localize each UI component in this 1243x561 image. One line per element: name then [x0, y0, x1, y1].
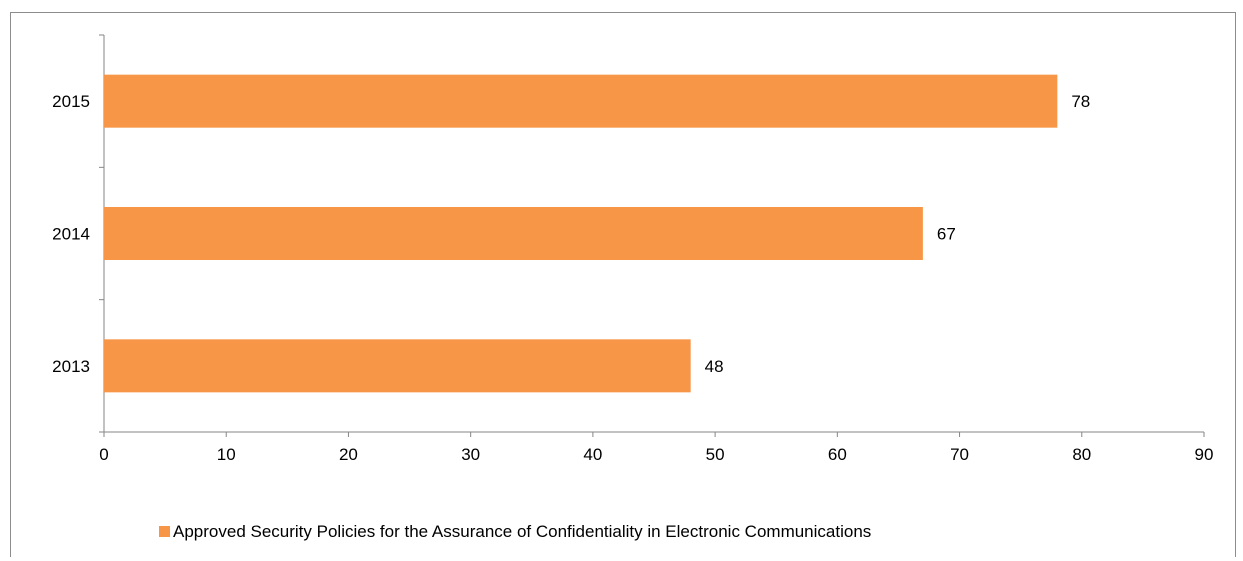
x-tick-label: 60: [828, 445, 847, 464]
y-tick-label: 2015: [52, 92, 90, 111]
legend: Approved Security Policies for the Assur…: [159, 522, 871, 541]
legend-series-label: Approved Security Policies for the Assur…: [173, 522, 871, 541]
bar-2013: [104, 339, 691, 393]
bar-2014: [104, 207, 923, 260]
x-tick-label: 20: [339, 445, 358, 464]
data-label-2014: 67: [937, 225, 956, 244]
y-tick-label: 2014: [52, 225, 90, 244]
bars: [104, 74, 1058, 393]
x-tick-label: 80: [1072, 445, 1091, 464]
x-tick-label: 70: [950, 445, 969, 464]
x-tick-label: 30: [461, 445, 480, 464]
bar-2015: [104, 74, 1058, 128]
labels: 0 10 20 30 40 50 60 70 80 90 2013 48 2014 67 2015 78: [52, 92, 1213, 464]
x-tick-label: 90: [1195, 445, 1214, 464]
x-tick-label: 0: [99, 445, 108, 464]
data-label-2015: 78: [1071, 92, 1090, 111]
x-tick-label: 10: [217, 445, 236, 464]
x-tick-label: 40: [583, 445, 602, 464]
y-tick-label: 2013: [52, 357, 90, 376]
legend-swatch: [159, 526, 170, 537]
data-label-2013: 48: [705, 357, 724, 376]
x-tick-label: 50: [706, 445, 725, 464]
